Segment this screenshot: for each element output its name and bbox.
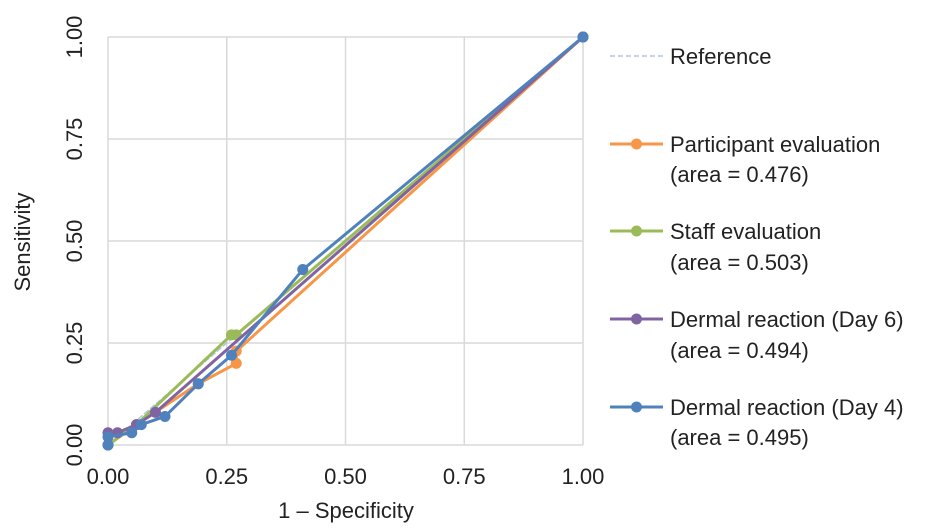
- data-point-dermal-reaction-day-4: [192, 378, 204, 390]
- data-point-dermal-reaction-day-4: [226, 349, 237, 361]
- data-point-dermal-reaction-day-4: [297, 264, 309, 276]
- legend-area-label: (area = 0.495): [670, 425, 809, 450]
- legend-item-participant-evaluation: Participant evaluation (area = 0.476): [610, 132, 880, 187]
- series-layer: [102, 31, 589, 451]
- legend-area-label: (area = 0.476): [670, 162, 809, 187]
- data-point-dermal-reaction-day-4: [102, 439, 114, 451]
- legend-label: Staff evaluation: [670, 219, 821, 244]
- y-axis-title: Sensitivity: [10, 192, 35, 291]
- x-tick-label: 0.50: [324, 464, 367, 489]
- x-tick-label: 0.75: [443, 464, 486, 489]
- legend: Reference Participant evaluation (area = 0…: [610, 44, 904, 450]
- x-tick-label: 1.00: [562, 464, 605, 489]
- grid-layer: [107, 36, 584, 446]
- legend-marker: [631, 401, 642, 413]
- x-tick-label: 0.00: [87, 464, 130, 489]
- legend-label: Dermal reaction (Day 6): [670, 307, 904, 332]
- legend-area-label: (area = 0.494): [670, 338, 809, 363]
- x-axis-title: 1 – Specificity: [278, 498, 414, 523]
- legend-marker: [631, 313, 642, 325]
- data-point-dermal-reaction-day-4: [135, 419, 147, 431]
- legend-area-label: (area = 0.503): [670, 250, 809, 275]
- data-point-dermal-reaction-day-4: [102, 431, 114, 443]
- data-point-dermal-reaction-day-4: [577, 31, 589, 43]
- legend-item-dermal-reaction-day-4: Dermal reaction (Day 4) (area = 0.495): [610, 395, 904, 450]
- legend-label: Dermal reaction (Day 4): [670, 395, 904, 420]
- legend-label: Participant evaluation: [670, 132, 880, 157]
- legend-label: Reference: [670, 44, 772, 69]
- legend-marker: [631, 138, 642, 150]
- data-point-participant-evaluation: [230, 357, 242, 369]
- y-tick-label: 0.25: [62, 322, 87, 365]
- legend-item-reference: Reference: [610, 44, 772, 69]
- series-dermal-reaction-day-4: [102, 31, 589, 451]
- y-tick-label: 1.00: [62, 16, 87, 59]
- y-tick-label: 0.00: [62, 424, 87, 467]
- legend-item-dermal-reaction-day-6: Dermal reaction (Day 6) (area = 0.494): [610, 307, 904, 363]
- legend-marker: [631, 225, 642, 237]
- axis-layer: 0.00 0.25 0.50 0.75 1.00 0.00 0.25 0.50 0.75 1.00: [62, 16, 604, 489]
- x-tick-label: 0.25: [205, 464, 248, 489]
- y-tick-label: 0.75: [62, 118, 87, 161]
- data-point-dermal-reaction-day-4: [126, 427, 138, 439]
- legend-item-staff-evaluation: Staff evaluation (area = 0.503): [610, 219, 821, 275]
- data-point-dermal-reaction-day-6: [150, 406, 161, 418]
- data-point-dermal-reaction-day-4: [159, 410, 171, 422]
- y-tick-label: 0.50: [62, 220, 87, 263]
